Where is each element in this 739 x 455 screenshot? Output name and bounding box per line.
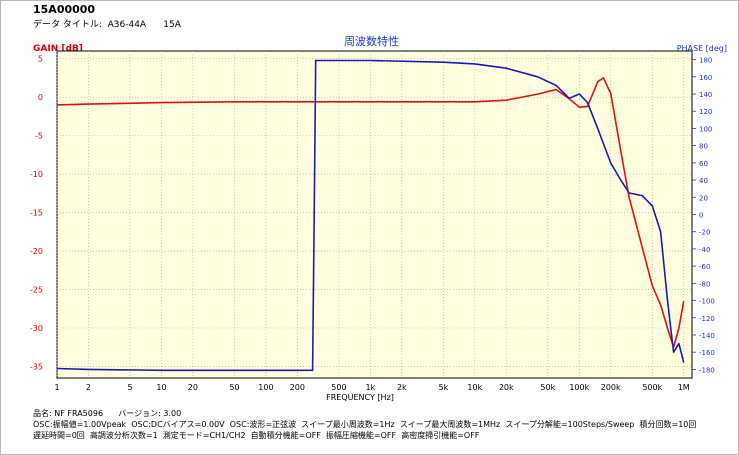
footer-settings-line-2: 遅延時間=0回 高調波分析次数=1 測定モード=CH1/CH2 自動積分機能=O… <box>33 431 480 440</box>
chart-title: 周波数特性 <box>344 35 399 48</box>
x-tick-label: 100k <box>569 383 589 392</box>
data-title: データ タイトル: A36-44A 15A <box>33 20 181 30</box>
phase-tick-label: -40 <box>699 246 710 254</box>
x-tick-label: 10 <box>156 383 166 392</box>
plot-area <box>56 50 693 379</box>
footer-model-line: 品名: NF FRA5096 バージョン: 3.00 <box>33 409 182 418</box>
phase-tick-label: 20 <box>699 194 708 202</box>
x-tick-label: 5 <box>127 383 132 392</box>
x-axis-label: FREQUENCY [Hz] <box>326 393 394 402</box>
phase-tick-label: -80 <box>699 280 710 288</box>
phase-tick-label: -100 <box>699 298 715 306</box>
gain-tick-label: -10 <box>30 170 43 179</box>
phase-tick-label: -160 <box>699 349 715 357</box>
phase-series-line <box>56 59 685 372</box>
phase-tick-label: -180 <box>699 366 715 374</box>
phase-tick-label: 40 <box>699 177 708 185</box>
gain-axis-title: GAIN [dB] <box>33 44 83 54</box>
phase-axis-title: PHASE [deg] <box>676 44 727 53</box>
phase-tick-label: 0 <box>699 212 703 220</box>
x-tick-label: 1k <box>365 383 375 392</box>
phase-tick-label: 100 <box>699 125 712 133</box>
phase-tick-label: 60 <box>699 160 708 168</box>
gain-tick-label: -15 <box>30 209 43 218</box>
gain-tick-label: -20 <box>30 247 43 256</box>
x-tick-label: 200 <box>290 383 305 392</box>
x-tick-label: 200k <box>601 383 621 392</box>
gain-tick-label: 5 <box>38 55 43 64</box>
phase-tick-label: -20 <box>699 229 710 237</box>
x-tick-label: 10k <box>467 383 482 392</box>
grid-lines <box>56 51 692 378</box>
phase-tick-label: 160 <box>699 74 712 82</box>
phase-tick-label: -60 <box>699 263 710 271</box>
x-tick-label: 2k <box>397 383 407 392</box>
x-tick-label: 5k <box>439 383 449 392</box>
footer-settings-line-1: OSC:振幅値=1.00Vpeak OSC:DCバイアス=0.00V OSC:波… <box>33 420 697 429</box>
phase-tick-label: -120 <box>699 315 715 323</box>
x-tick-label: 1 <box>54 383 59 392</box>
tick-labels: 1 2 5 10 20 50 100 200 500 1k 2k 5k 10k 20k 50k 100k 200… <box>30 55 715 392</box>
x-tick-label: 500 <box>331 383 346 392</box>
phase-tick-label: 180 <box>699 57 712 65</box>
gain-tick-label: -5 <box>35 132 43 141</box>
phase-tick-label: -140 <box>699 332 715 340</box>
document-id: 15A00000 <box>33 3 96 16</box>
gain-series-line <box>56 77 685 349</box>
phase-tick-label: 80 <box>699 143 708 151</box>
x-tick-label: 2 <box>86 383 91 392</box>
x-tick-label: 1M <box>678 383 690 392</box>
x-tick-label: 500k <box>642 383 662 392</box>
gain-tick-label: -25 <box>30 286 43 295</box>
x-tick-label: 100 <box>258 383 273 392</box>
series-layer <box>56 59 685 372</box>
x-tick-label: 50 <box>229 383 239 392</box>
gain-tick-label: -30 <box>30 324 43 333</box>
x-tick-label: 20 <box>188 383 198 392</box>
x-tick-label: 50k <box>540 383 555 392</box>
phase-tick-label: 120 <box>699 108 712 116</box>
gain-tick-label: -35 <box>30 362 43 371</box>
x-tick-label: 20k <box>499 383 514 392</box>
phase-tick-label: 140 <box>699 91 712 99</box>
gain-tick-label: 0 <box>38 93 43 102</box>
